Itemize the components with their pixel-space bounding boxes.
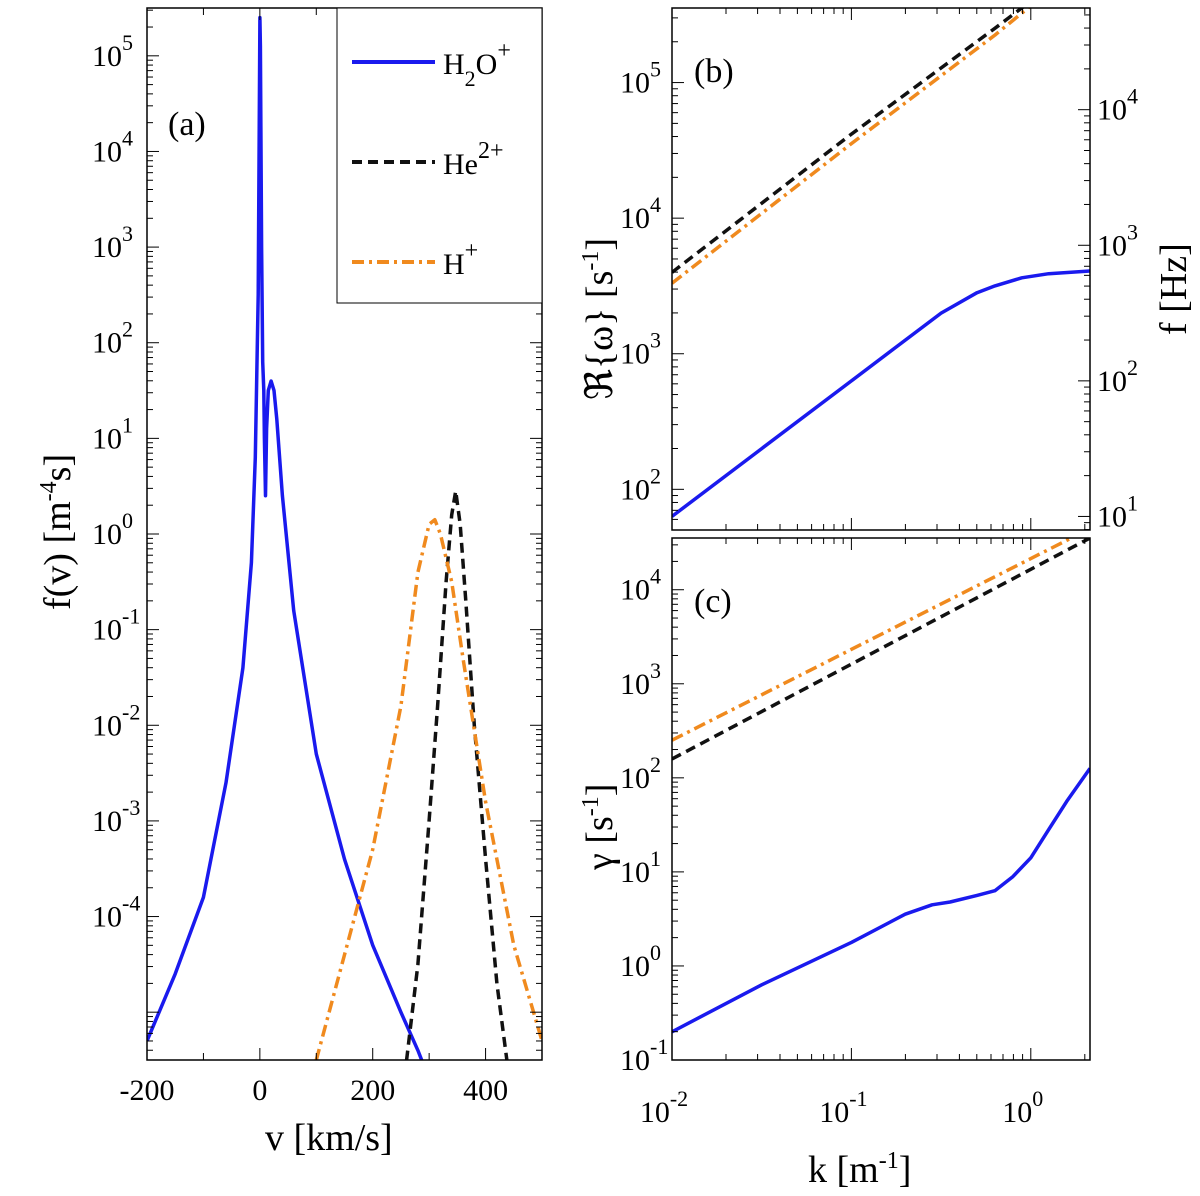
- series-line-h2o-a: [147, 15, 424, 1060]
- panel-b: (b) 105 104 103 102 104 103 102 101 ℜ{ω} [s-1]…: [578, 7, 1195, 534]
- panel-b-y-tick-label: 103: [620, 328, 661, 371]
- panel-a-x-tick-label: 0: [252, 1074, 267, 1107]
- series-line-h-a: [314, 517, 542, 1060]
- panel-c-y-tick-labels: 104 103 102 101 100 10-1: [620, 564, 668, 1077]
- panel-a-y-axis-label: f(v) [m-4s]: [36, 454, 79, 610]
- panel-c-series: [672, 538, 1090, 1034]
- panel-c-x-tick-labels: 10-2 10-1 100: [640, 1086, 1043, 1129]
- panel-a-y-tick-label: 10-4: [92, 891, 140, 934]
- panel-b-y-tick-labels: 105 104 103 102: [620, 57, 661, 507]
- panel-b-right-y-axis-label: f [Hz]: [1153, 243, 1195, 335]
- panel-c-frame: [671, 537, 1091, 1061]
- panel-a-x-tick-labels: -200 0 200 400: [120, 1074, 509, 1107]
- series-line-he-a: [404, 489, 509, 1060]
- panel-a-x-tick-label: -200: [120, 1074, 175, 1107]
- series-line-h-c: [672, 538, 1076, 742]
- panel-a-y-tick-label: 104: [92, 125, 133, 168]
- panel-b-right-y-tick-label: 101: [1097, 490, 1138, 533]
- panel-c: (c) 104 103 102 101 100 10-1 10-2 10-1 100 γ [s…: [578, 537, 1091, 1191]
- panel-c-x-tick-label: 100: [1002, 1086, 1043, 1129]
- panel-b-y-tick-label: 102: [620, 463, 661, 506]
- series-line-h-b: [672, 8, 1031, 285]
- legend-label-h: H+: [443, 238, 478, 281]
- panel-c-y-tick-label: 100: [620, 940, 661, 983]
- panel-b-y-tick-label: 104: [620, 192, 661, 235]
- panel-a-y-tick-label: 102: [92, 317, 133, 360]
- panel-a-y-tick-label: 10-1: [92, 604, 140, 647]
- legend: H2O+ He2+ H+: [336, 7, 543, 304]
- series-line-he-c: [672, 538, 1090, 761]
- panel-b-series: [672, 8, 1090, 518]
- legend-label-he: He2+: [443, 138, 504, 181]
- series-line-he-b: [672, 8, 1025, 274]
- panel-a-y-tick-label: 10-2: [92, 699, 140, 742]
- panel-c-y-tick-label: 101: [620, 846, 661, 889]
- series-line-h2o-b: [672, 269, 1090, 518]
- panel-c-y-tick-label: 10-1: [620, 1034, 668, 1077]
- panel-a: (a) H2O+He2+H+ -200 0 200 400 1051041031021…: [36, 7, 543, 1159]
- panel-a-series: [147, 15, 542, 1060]
- panel-c-x-axis-label: k [m-1]: [808, 1148, 911, 1191]
- legend-label-h2o: H2O+: [443, 38, 511, 91]
- panel-c-x-tick-label: 10-1: [819, 1086, 867, 1129]
- panel-b-y-tick-label: 105: [620, 57, 661, 100]
- panel-a-y-tick-label: 100: [92, 508, 133, 551]
- panel-c-y-axis-label: γ [s-1]: [578, 784, 621, 871]
- panel-c-y-tick-label: 102: [620, 752, 661, 795]
- series-line-h2o-c: [672, 767, 1090, 1034]
- panel-b-ticks: [671, 8, 1090, 531]
- panel-b-label: (b): [694, 53, 734, 90]
- panel-b-right-y-tick-label: 104: [1097, 84, 1138, 127]
- panel-b-right-y-tick-label: 102: [1097, 355, 1138, 398]
- panel-b-right-y-tick-labels: 104 103 102 101: [1097, 84, 1138, 534]
- panel-c-x-tick-label: 10-2: [640, 1086, 688, 1129]
- panel-b-y-axis-label: ℜ{ω} [s-1]: [578, 238, 621, 400]
- panel-a-x-axis-label: v [km/s]: [265, 1117, 393, 1159]
- panel-a-x-tick-label: 200: [350, 1074, 395, 1107]
- panel-c-y-tick-label: 104: [620, 564, 661, 607]
- panel-a-y-tick-label: 10-3: [92, 795, 140, 838]
- panel-a-x-tick-label: 400: [463, 1074, 508, 1107]
- panel-c-ticks: [671, 538, 1086, 1061]
- panel-b-frame: [671, 7, 1091, 531]
- panel-a-y-tick-label: 103: [92, 221, 133, 264]
- panel-a-y-tick-label: 105: [92, 30, 133, 73]
- panel-c-y-tick-label: 103: [620, 658, 661, 701]
- panel-b-right-y-tick-label: 103: [1097, 219, 1138, 262]
- panel-a-label: (a): [168, 106, 206, 143]
- panel-c-label: (c): [694, 583, 732, 620]
- panel-a-y-tick-label: 101: [92, 412, 133, 455]
- panel-a-y-tick-labels: 105 104 103 102 101 100 10-1 10-2 10-3 10-4: [92, 30, 140, 934]
- legend-box: [336, 7, 543, 304]
